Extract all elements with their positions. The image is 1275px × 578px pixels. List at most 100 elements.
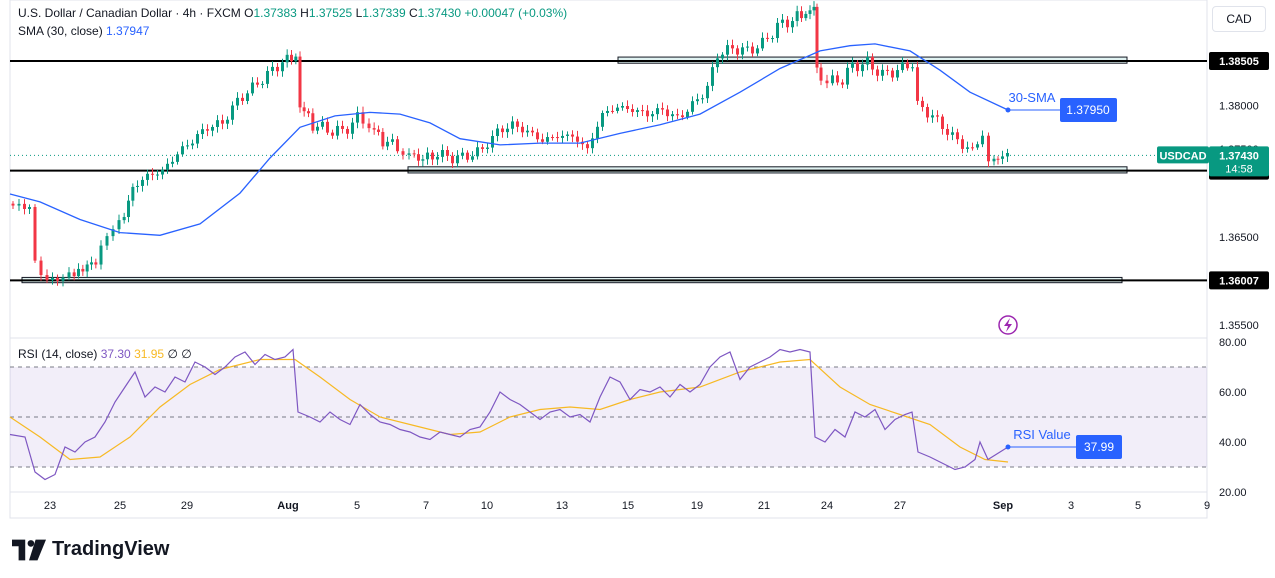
level-label: 1.38505 — [1219, 56, 1259, 68]
rsi-tick-label: 80.00 — [1219, 337, 1247, 349]
candle-body — [956, 132, 959, 140]
candle-body — [456, 155, 459, 164]
candle-body — [285, 54, 289, 63]
change-value: +0.00047 (+0.03%) — [464, 6, 568, 20]
sma-annotation-text: 30-SMA — [1009, 90, 1056, 105]
candle-body — [511, 121, 514, 129]
candle-body — [596, 126, 599, 139]
candle-body — [876, 69, 879, 76]
candle-body — [800, 11, 803, 19]
candle-body — [236, 97, 239, 106]
candle-body — [302, 107, 306, 112]
time-tick-label: 19 — [691, 500, 703, 512]
candle-body — [901, 62, 904, 71]
candle-body — [631, 109, 634, 112]
candle-body — [461, 152, 464, 156]
candle-body — [351, 122, 354, 134]
candle-body — [966, 147, 969, 149]
candle-body — [256, 82, 259, 85]
candle-body — [436, 156, 439, 160]
candle-body — [781, 19, 784, 23]
time-tick-label: 13 — [556, 500, 568, 512]
tradingview-logo-icon — [12, 539, 46, 560]
candle-body — [1006, 153, 1009, 157]
candle-body — [81, 268, 85, 272]
candle-body — [396, 139, 399, 152]
candle-body — [936, 115, 939, 117]
candle-body — [99, 245, 103, 265]
currency-button[interactable]: CAD — [1212, 6, 1266, 32]
candle-body — [812, 6, 816, 11]
candle-body — [791, 21, 794, 28]
candle-body — [377, 129, 380, 132]
candle-body — [646, 110, 649, 117]
candle-body — [701, 98, 704, 100]
candle-body — [206, 129, 209, 131]
time-tick-label: 23 — [44, 500, 56, 512]
rsi-tick-label: 60.00 — [1219, 387, 1247, 399]
lightning-glyph-icon — [1004, 318, 1012, 332]
candle-body — [841, 82, 844, 85]
candle-body — [761, 37, 764, 49]
candle-body — [641, 110, 644, 112]
candle-body — [846, 67, 849, 85]
candle-body — [976, 144, 979, 148]
sma-legend: SMA (30, close) 1.37947 — [18, 24, 149, 38]
brand[interactable]: TradingView — [12, 538, 169, 561]
sma-legend-value: 1.37947 — [106, 24, 150, 38]
candle-body — [696, 99, 699, 102]
candle-body — [231, 105, 234, 120]
candle-body — [526, 130, 529, 133]
candle-body — [111, 229, 115, 237]
candle-body — [326, 121, 329, 133]
symbol-badge — [1157, 146, 1209, 164]
rsi-legend-label: RSI (14, close) — [18, 347, 98, 361]
candle-body — [911, 67, 914, 69]
time-tick-label: 10 — [481, 500, 493, 512]
candle-body — [421, 159, 425, 161]
candle-body — [246, 93, 249, 102]
candle-body — [336, 125, 339, 136]
price-tick-label: 1.38000 — [1219, 100, 1259, 112]
candle-body — [196, 134, 199, 144]
candle-body — [721, 54, 724, 59]
candle-body — [294, 56, 298, 62]
candle-body — [401, 151, 405, 155]
candle-body — [691, 101, 694, 112]
candle-body — [766, 37, 769, 39]
candle-body — [946, 128, 949, 135]
candle-body — [856, 62, 859, 72]
candle-body — [521, 126, 524, 133]
candle-body — [271, 66, 274, 71]
candle-body — [836, 75, 839, 83]
candle-body — [451, 155, 454, 164]
candle-body — [546, 137, 549, 142]
time-tick-label: 7 — [423, 500, 429, 512]
candle-body — [651, 114, 654, 117]
rsi-tick-label: 20.00 — [1219, 487, 1247, 499]
candle-body — [751, 46, 754, 54]
candle-body — [105, 236, 109, 246]
candle-body — [971, 147, 974, 149]
candle-body — [556, 137, 559, 139]
rsi-ma-legend-value: 31.95 — [134, 347, 165, 361]
candle-body — [356, 112, 359, 123]
time-tick-label: 3 — [1068, 500, 1074, 512]
candle-body — [926, 107, 929, 118]
candle-body — [501, 128, 504, 133]
candle-body — [381, 131, 385, 147]
candle-body — [486, 147, 489, 149]
candle-body — [771, 38, 774, 40]
time-tick-label: 5 — [354, 500, 360, 512]
candle-body — [51, 277, 54, 281]
candle-body — [786, 19, 789, 28]
price-badge — [1209, 146, 1269, 177]
candle-body — [506, 128, 509, 133]
brand-name: TradingView — [52, 538, 170, 560]
candle-body — [616, 107, 619, 111]
candle-body — [776, 22, 779, 39]
candle-body — [276, 66, 279, 72]
candle-body — [481, 147, 484, 149]
candle-body — [666, 109, 669, 117]
